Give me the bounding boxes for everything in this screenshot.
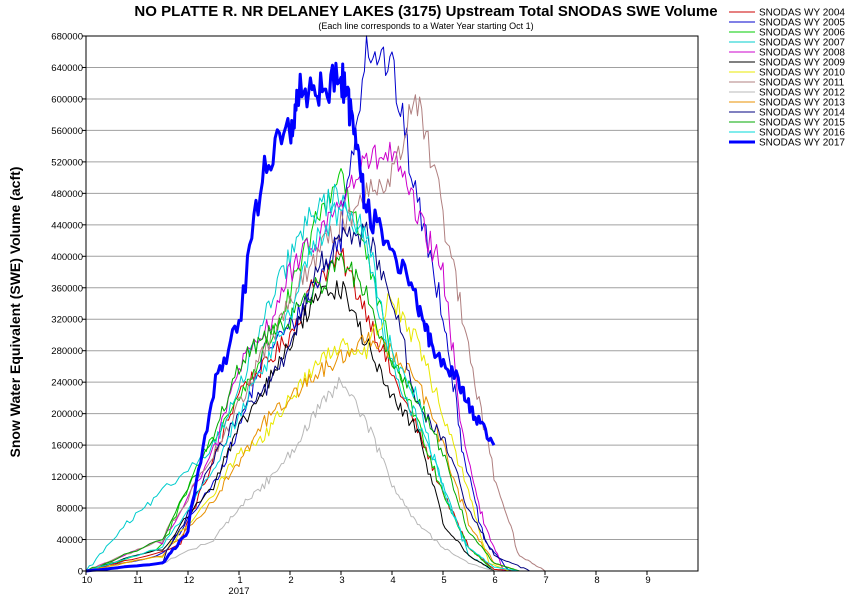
plot-frame — [85, 35, 699, 572]
series-line-snodas-wy-2016 — [85, 201, 520, 572]
x-tick-label: 5 — [441, 575, 446, 586]
x-tick-label: 9 — [645, 575, 650, 586]
y-tick-label: 240000 — [51, 378, 83, 389]
series-line-snodas-wy-2008 — [85, 141, 505, 572]
x-tick-label: 4 — [390, 575, 395, 586]
legend-entry: SNODAS WY 2016 — [759, 128, 845, 139]
series-line-snodas-wy-2004 — [85, 247, 520, 572]
y-tick-label: 80000 — [57, 504, 83, 515]
y-tick-label: 200000 — [51, 409, 83, 420]
series-line-snodas-wy-2009 — [85, 280, 495, 572]
y-tick-label: 560000 — [51, 126, 83, 137]
y-tick-label: 640000 — [51, 63, 83, 74]
series-line-snodas-wy-2012 — [85, 376, 495, 572]
series-line-snodas-wy-2005 — [85, 35, 510, 572]
series-layer — [85, 35, 546, 573]
x-tick-label: 8 — [594, 575, 599, 586]
legend-entry: SNODAS WY 2017 — [759, 138, 845, 149]
legend-entry: SNODAS WY 2014 — [759, 108, 845, 119]
y-tick-label: 600000 — [51, 94, 83, 105]
x-tick-label: 3 — [339, 575, 344, 586]
series-line-snodas-wy-2011 — [85, 94, 546, 572]
y-tick-label: 440000 — [51, 220, 83, 231]
y-axis-ticks: 0 40000 80000 120000 160000 200000 240000 28000… — [51, 32, 86, 578]
x-tick-label: 6 — [492, 575, 497, 586]
legend-entry: SNODAS WY 2004 — [759, 8, 845, 19]
series-line-snodas-wy-2017 — [85, 61, 496, 573]
y-tick-label: 400000 — [51, 252, 83, 263]
y-tick-label: 320000 — [51, 315, 83, 326]
series-line-snodas-wy-2013 — [85, 331, 520, 572]
series-line-snodas-wy-2010 — [85, 293, 510, 572]
legend-entry: SNODAS WY 2010 — [759, 68, 845, 79]
series-line-snodas-wy-2007 — [85, 183, 495, 572]
legend-entry: SNODAS WY 2005 — [759, 18, 845, 29]
chart-title: NO PLATTE R. NR DELANEY LAKES (3175) Ups… — [134, 3, 717, 20]
x-tick-label: 7 — [543, 575, 548, 586]
y-axis-label: Snow Water Equivalent (SWE) Volume (acft… — [7, 167, 23, 458]
legend-entry: SNODAS WY 2007 — [759, 38, 845, 49]
legend-entry: SNODAS WY 2012 — [759, 88, 845, 99]
x-tick-label: 1 — [237, 575, 242, 586]
x-tick-label: 11 — [133, 575, 143, 586]
series-line-snodas-wy-2014 — [85, 221, 530, 572]
x-tick-label: 2 — [288, 575, 293, 586]
x-tick-label: 12 — [184, 575, 195, 586]
y-tick-label: 120000 — [51, 472, 83, 483]
legend-entry: SNODAS WY 2015 — [759, 118, 845, 129]
legend-entry: SNODAS WY 2006 — [759, 28, 845, 39]
series-line-snodas-wy-2006 — [85, 168, 495, 572]
y-tick-label: 520000 — [51, 157, 83, 168]
y-tick-label: 360000 — [51, 283, 83, 294]
legend-entry: SNODAS WY 2013 — [759, 98, 845, 109]
y-tick-label: 680000 — [51, 32, 83, 43]
series-line-snodas-wy-2015 — [85, 252, 520, 572]
grid-lines — [86, 35, 698, 572]
y-tick-label: 480000 — [51, 189, 83, 200]
x-year-label: 2017 — [228, 586, 249, 597]
legend-entry: SNODAS WY 2011 — [759, 78, 845, 89]
y-tick-label: 40000 — [57, 535, 83, 546]
legend-entry: SNODAS WY 2009 — [759, 58, 845, 69]
y-tick-label: 0 — [78, 567, 83, 578]
y-tick-label: 280000 — [51, 346, 83, 357]
y-tick-label: 160000 — [51, 441, 83, 452]
chart-subtitle: (Each line corresponds to a Water Year s… — [318, 21, 533, 31]
x-tick-label: 10 — [82, 575, 93, 586]
legend-entry: SNODAS WY 2008 — [759, 48, 845, 59]
